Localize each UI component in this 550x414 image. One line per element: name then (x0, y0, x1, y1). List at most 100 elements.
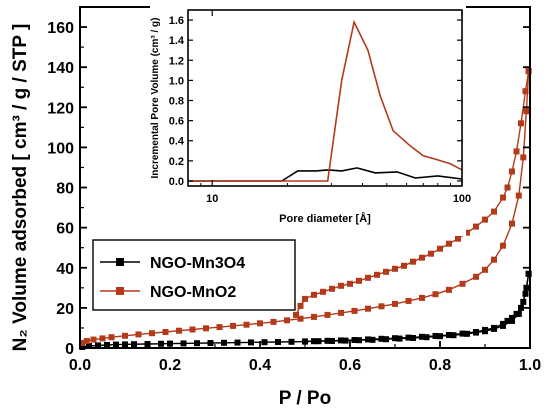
data-point (216, 324, 223, 331)
data-point (189, 326, 196, 333)
data-point (338, 337, 344, 344)
inset-y-tick-label: 0.0 (169, 176, 184, 188)
data-point (320, 288, 326, 295)
data-point (464, 229, 470, 236)
data-point (432, 333, 439, 339)
data-point (419, 333, 425, 340)
data-point (176, 327, 182, 334)
x-tick-label: 1.0 (519, 357, 541, 374)
data-point (437, 245, 443, 252)
data-point (446, 240, 452, 247)
data-point (392, 300, 398, 307)
data-point (324, 311, 331, 318)
data-point (500, 242, 506, 249)
data-point (405, 297, 412, 304)
inset-y-tick-label: 1.0 (169, 75, 184, 87)
y-axis-label: N₂ Volume adsorbed [ cm³ / g / STP ] (10, 24, 31, 352)
data-point (207, 340, 214, 346)
data-point (428, 250, 434, 257)
data-point (378, 335, 385, 342)
data-point (338, 309, 344, 316)
y-tick-label: 20 (56, 301, 74, 318)
data-point (500, 320, 506, 327)
data-point (311, 313, 317, 320)
y-tick-label: 60 (56, 221, 74, 238)
x-tick-label: 0.0 (69, 357, 91, 374)
inset-frame (187, 9, 463, 187)
data-point (365, 305, 371, 312)
series-ngo-mn3o4 (79, 270, 532, 350)
data-point (234, 339, 241, 346)
x-tick-label: 0.6 (339, 357, 361, 374)
data-point (365, 336, 371, 343)
y-tick-label: 160 (47, 20, 74, 37)
x-tick-label: 0.8 (429, 357, 451, 374)
data-point (288, 338, 295, 345)
inset-x-tick-label: 10 (206, 193, 218, 205)
inset-background (150, 6, 466, 236)
legend: NGO-Mn3O4 NGO-MnO2 (92, 239, 296, 311)
x-tick-label: 0.2 (159, 357, 181, 374)
data-point (275, 339, 281, 345)
data-point (338, 282, 344, 289)
data-point (518, 120, 524, 127)
data-point (482, 326, 488, 333)
legend-box (92, 239, 296, 311)
data-point (446, 332, 452, 338)
x-tick-label: 0.4 (249, 357, 271, 374)
data-point (491, 256, 497, 263)
data-point (482, 266, 488, 273)
data-point (374, 271, 380, 278)
data-point (419, 294, 425, 301)
inset-x-tick-label: 100 (453, 193, 471, 205)
data-point (455, 235, 461, 242)
data-point (158, 340, 164, 347)
data-point (522, 88, 529, 95)
data-point (365, 274, 371, 281)
data-point (347, 280, 353, 287)
data-point (135, 331, 142, 338)
data-point (329, 285, 335, 292)
data-point (122, 332, 128, 339)
data-point (243, 321, 250, 328)
data-point (515, 192, 522, 199)
series-line-adsorption (82, 71, 530, 344)
data-point (509, 168, 515, 175)
data-point (149, 330, 155, 337)
data-point (459, 330, 466, 337)
inset-y-tick-label: 0.6 (169, 116, 184, 128)
legend-label: NGO-Mn3O4 (150, 255, 245, 272)
inset-plot: 0.0 0.2 0.4 0.6 0.8 1.0 1.2 1.4 1.6 10 100 Pore dia… (150, 6, 471, 236)
inset-y-tick-label: 0.4 (169, 136, 185, 148)
data-point (99, 335, 106, 342)
data-point (473, 273, 479, 280)
y-tick-label: 80 (56, 181, 74, 198)
legend-marker (116, 287, 124, 295)
inset-x-axis-label: Pore diameter [Å] (279, 212, 371, 225)
data-point (194, 340, 200, 347)
series-ngo-mno2 (79, 68, 532, 346)
data-point (383, 268, 389, 275)
data-point (419, 254, 425, 261)
data-point (257, 320, 263, 327)
data-point (378, 303, 385, 310)
data-point (392, 335, 398, 342)
y-tick-label: 40 (56, 261, 74, 278)
data-point (525, 270, 532, 277)
data-point (446, 286, 452, 293)
data-point (405, 334, 412, 341)
data-point (270, 318, 277, 325)
data-point (113, 341, 119, 348)
data-point (79, 340, 86, 346)
data-point (297, 302, 304, 309)
data-point (518, 304, 524, 311)
data-point (104, 342, 110, 348)
data-point (284, 317, 290, 324)
data-point (509, 314, 515, 321)
data-point (248, 339, 254, 346)
inset-y-tick-label: 0.8 (169, 96, 184, 108)
data-point (356, 277, 362, 284)
data-point (144, 341, 151, 347)
data-point (221, 339, 227, 346)
